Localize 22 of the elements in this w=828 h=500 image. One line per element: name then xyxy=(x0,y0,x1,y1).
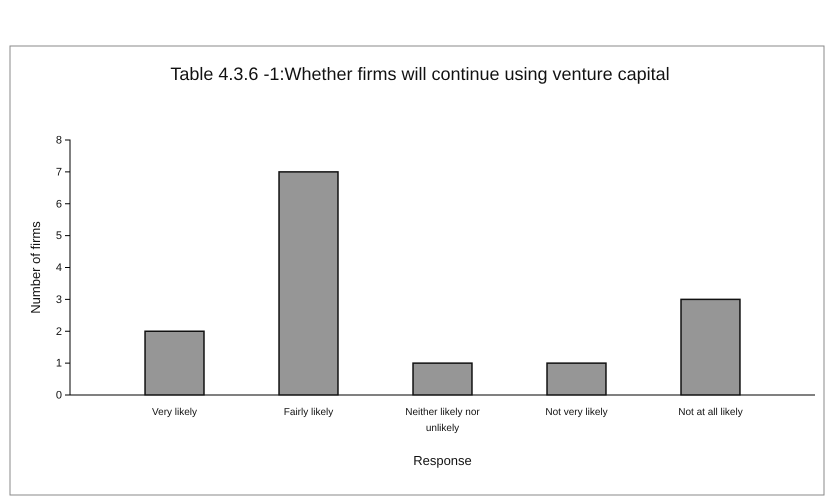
bar xyxy=(680,298,741,396)
y-tick-label: 0 xyxy=(56,390,62,402)
y-tick-label: 7 xyxy=(56,166,62,178)
x-tick-label: Fairly likely xyxy=(284,407,334,418)
bar xyxy=(546,362,607,396)
x-tick-label: Neither likely nor unlikely xyxy=(405,407,480,434)
y-tick-label: 3 xyxy=(56,294,62,306)
y-tick-label: 6 xyxy=(56,198,62,210)
y-tick-label: 1 xyxy=(56,358,62,370)
x-tick-label: Not at all likely xyxy=(678,407,743,418)
chart-title: Table 4.3.6 -1:Whether firms will continue using venture capital xyxy=(170,64,670,84)
x-axis-title: Response xyxy=(413,453,472,468)
x-tick-label: Not very likely xyxy=(545,407,608,418)
bar xyxy=(412,362,473,396)
y-tick-label: 5 xyxy=(56,230,62,242)
bar xyxy=(144,330,205,396)
y-tick-label: 4 xyxy=(56,262,62,274)
bar xyxy=(278,171,339,396)
x-tick-label: Very likely xyxy=(152,407,198,418)
y-tick-label: 2 xyxy=(56,326,62,338)
y-tick-label: 8 xyxy=(56,134,62,147)
y-axis-title: Number of firms xyxy=(28,220,43,314)
